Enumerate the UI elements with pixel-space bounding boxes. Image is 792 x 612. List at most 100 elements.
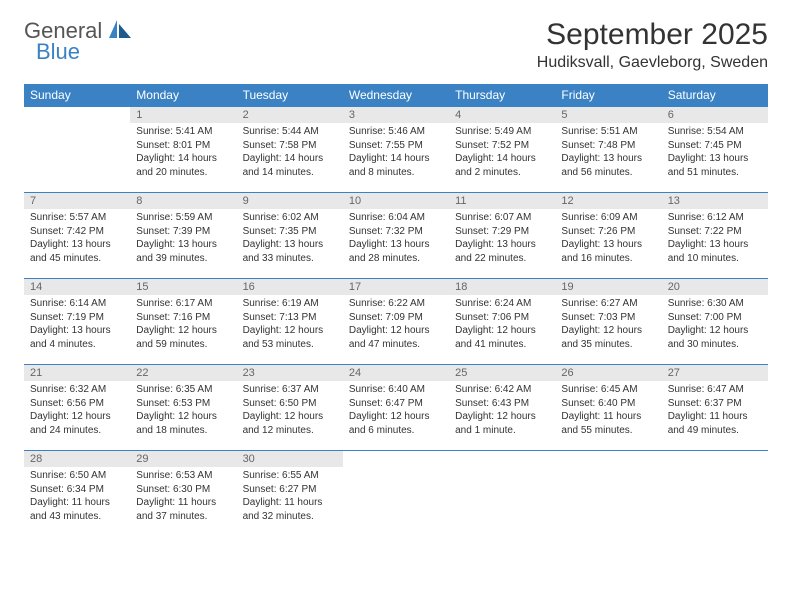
logo-text-blue: Blue bbox=[36, 41, 131, 63]
calendar-week-row: ..1Sunrise: 5:41 AMSunset: 8:01 PMDaylig… bbox=[24, 107, 768, 193]
calendar-day-cell: 10Sunrise: 6:04 AMSunset: 7:32 PMDayligh… bbox=[343, 193, 449, 279]
daylight-text-1: Daylight: 12 hours bbox=[561, 324, 655, 338]
day-data: Sunrise: 6:37 AMSunset: 6:50 PMDaylight:… bbox=[237, 381, 343, 439]
sunset-text: Sunset: 6:43 PM bbox=[455, 397, 549, 411]
day-data: Sunrise: 5:57 AMSunset: 7:42 PMDaylight:… bbox=[24, 209, 130, 267]
sunset-text: Sunset: 6:56 PM bbox=[30, 397, 124, 411]
calendar-day-cell: 18Sunrise: 6:24 AMSunset: 7:06 PMDayligh… bbox=[449, 279, 555, 365]
sunset-text: Sunset: 7:29 PM bbox=[455, 225, 549, 239]
daylight-text-2: and 4 minutes. bbox=[30, 338, 124, 352]
daylight-text-1: Daylight: 11 hours bbox=[668, 410, 762, 424]
daylight-text-1: Daylight: 13 hours bbox=[668, 152, 762, 166]
day-data: Sunrise: 6:02 AMSunset: 7:35 PMDaylight:… bbox=[237, 209, 343, 267]
sunrise-text: Sunrise: 5:57 AM bbox=[30, 211, 124, 225]
sunset-text: Sunset: 7:03 PM bbox=[561, 311, 655, 325]
calendar-day-cell: 20Sunrise: 6:30 AMSunset: 7:00 PMDayligh… bbox=[662, 279, 768, 365]
daylight-text-1: Daylight: 12 hours bbox=[243, 324, 337, 338]
logo: General Blue bbox=[24, 18, 131, 63]
sunrise-text: Sunrise: 6:07 AM bbox=[455, 211, 549, 225]
day-number: 24 bbox=[343, 365, 449, 381]
weekday-header: Saturday bbox=[662, 84, 768, 107]
calendar-day-cell: 17Sunrise: 6:22 AMSunset: 7:09 PMDayligh… bbox=[343, 279, 449, 365]
sunrise-text: Sunrise: 6:12 AM bbox=[668, 211, 762, 225]
daylight-text-1: Daylight: 11 hours bbox=[136, 496, 230, 510]
sunrise-text: Sunrise: 6:22 AM bbox=[349, 297, 443, 311]
weekday-header: Thursday bbox=[449, 84, 555, 107]
calendar-day-cell: 13 Sunrise: 6:12 AMSunset: 7:22 PMDayligh… bbox=[662, 193, 768, 279]
daylight-text-2: and 12 minutes. bbox=[243, 424, 337, 438]
sunrise-text: Sunrise: 6:50 AM bbox=[30, 469, 124, 483]
sunrise-text: Sunrise: 6:37 AM bbox=[243, 383, 337, 397]
day-data: Sunrise: 6:27 AMSunset: 7:03 PMDaylight:… bbox=[555, 295, 661, 353]
day-number: 19 bbox=[555, 279, 661, 295]
daylight-text-1: Daylight: 14 hours bbox=[243, 152, 337, 166]
day-number: 27 bbox=[662, 365, 768, 381]
daylight-text-2: and 20 minutes. bbox=[136, 166, 230, 180]
daylight-text-1: Daylight: 11 hours bbox=[243, 496, 337, 510]
daylight-text-2: and 2 minutes. bbox=[455, 166, 549, 180]
calendar-day-cell: 21Sunrise: 6:32 AMSunset: 6:56 PMDayligh… bbox=[24, 365, 130, 451]
sunset-text: Sunset: 7:32 PM bbox=[349, 225, 443, 239]
day-number: 30 bbox=[237, 451, 343, 467]
sunrise-text: Sunrise: 6:35 AM bbox=[136, 383, 230, 397]
daylight-text-2: and 18 minutes. bbox=[136, 424, 230, 438]
sunset-text: Sunset: 6:47 PM bbox=[349, 397, 443, 411]
calendar-table: Sunday Monday Tuesday Wednesday Thursday… bbox=[24, 84, 768, 537]
day-number: 9 bbox=[237, 193, 343, 209]
calendar-day-cell: 28Sunrise: 6:50 AMSunset: 6:34 PMDayligh… bbox=[24, 451, 130, 537]
sunrise-text: Sunrise: 5:54 AM bbox=[668, 125, 762, 139]
sunrise-text: Sunrise: 6:09 AM bbox=[561, 211, 655, 225]
daylight-text-2: and 39 minutes. bbox=[136, 252, 230, 266]
calendar-day-cell: .. bbox=[449, 451, 555, 537]
day-data: Sunrise: 5:59 AMSunset: 7:39 PMDaylight:… bbox=[130, 209, 236, 267]
sunset-text: Sunset: 7:22 PM bbox=[668, 225, 762, 239]
day-number: 20 bbox=[662, 279, 768, 295]
calendar-day-cell: 3Sunrise: 5:46 AMSunset: 7:55 PMDaylight… bbox=[343, 107, 449, 193]
daylight-text-1: Daylight: 13 hours bbox=[561, 238, 655, 252]
calendar-day-cell: 19Sunrise: 6:27 AMSunset: 7:03 PMDayligh… bbox=[555, 279, 661, 365]
day-data: Sunrise: 6:40 AMSunset: 6:47 PMDaylight:… bbox=[343, 381, 449, 439]
day-number: 11 bbox=[449, 193, 555, 209]
day-data: Sunrise: 6:47 AMSunset: 6:37 PMDaylight:… bbox=[662, 381, 768, 439]
daylight-text-2: and 51 minutes. bbox=[668, 166, 762, 180]
sunrise-text: Sunrise: 6:19 AM bbox=[243, 297, 337, 311]
daylight-text-1: Daylight: 13 hours bbox=[30, 238, 124, 252]
daylight-text-1: Daylight: 13 hours bbox=[668, 238, 762, 252]
calendar-day-cell: 23Sunrise: 6:37 AMSunset: 6:50 PMDayligh… bbox=[237, 365, 343, 451]
daylight-text-2: and 28 minutes. bbox=[349, 252, 443, 266]
daylight-text-1: Daylight: 12 hours bbox=[455, 410, 549, 424]
daylight-text-2: and 49 minutes. bbox=[668, 424, 762, 438]
day-number: 13 bbox=[662, 193, 768, 209]
sunset-text: Sunset: 7:58 PM bbox=[243, 139, 337, 153]
day-number: 12 bbox=[555, 193, 661, 209]
calendar-day-cell: 12Sunrise: 6:09 AMSunset: 7:26 PMDayligh… bbox=[555, 193, 661, 279]
sunrise-text: Sunrise: 6:17 AM bbox=[136, 297, 230, 311]
day-number: 3 bbox=[343, 107, 449, 123]
day-data: Sunrise: 6:55 AMSunset: 6:27 PMDaylight:… bbox=[237, 467, 343, 525]
daylight-text-1: Daylight: 13 hours bbox=[136, 238, 230, 252]
daylight-text-2: and 8 minutes. bbox=[349, 166, 443, 180]
day-number: 26 bbox=[555, 365, 661, 381]
daylight-text-2: and 41 minutes. bbox=[455, 338, 549, 352]
day-data: Sunrise: 6:32 AMSunset: 6:56 PMDaylight:… bbox=[24, 381, 130, 439]
day-data: Sunrise: 6:14 AMSunset: 7:19 PMDaylight:… bbox=[24, 295, 130, 353]
sunset-text: Sunset: 7:52 PM bbox=[455, 139, 549, 153]
calendar-day-cell: 25Sunrise: 6:42 AMSunset: 6:43 PMDayligh… bbox=[449, 365, 555, 451]
daylight-text-1: Daylight: 13 hours bbox=[561, 152, 655, 166]
calendar-day-cell: 9Sunrise: 6:02 AMSunset: 7:35 PMDaylight… bbox=[237, 193, 343, 279]
day-number: 5 bbox=[555, 107, 661, 123]
day-number: 2 bbox=[237, 107, 343, 123]
daylight-text-2: and 32 minutes. bbox=[243, 510, 337, 524]
calendar-day-cell: .. bbox=[343, 451, 449, 537]
day-number: 28 bbox=[24, 451, 130, 467]
sunrise-text: Sunrise: 6:14 AM bbox=[30, 297, 124, 311]
daylight-text-1: Daylight: 14 hours bbox=[349, 152, 443, 166]
day-number: 15 bbox=[130, 279, 236, 295]
day-data: Sunrise: 6:50 AMSunset: 6:34 PMDaylight:… bbox=[24, 467, 130, 525]
calendar-day-cell: 6Sunrise: 5:54 AMSunset: 7:45 PMDaylight… bbox=[662, 107, 768, 193]
day-data: Sunrise: 6:19 AMSunset: 7:13 PMDaylight:… bbox=[237, 295, 343, 353]
day-data: Sunrise: 6:09 AMSunset: 7:26 PMDaylight:… bbox=[555, 209, 661, 267]
day-number: 6 bbox=[662, 107, 768, 123]
sunrise-text: Sunrise: 5:41 AM bbox=[136, 125, 230, 139]
sunrise-text: Sunrise: 6:02 AM bbox=[243, 211, 337, 225]
